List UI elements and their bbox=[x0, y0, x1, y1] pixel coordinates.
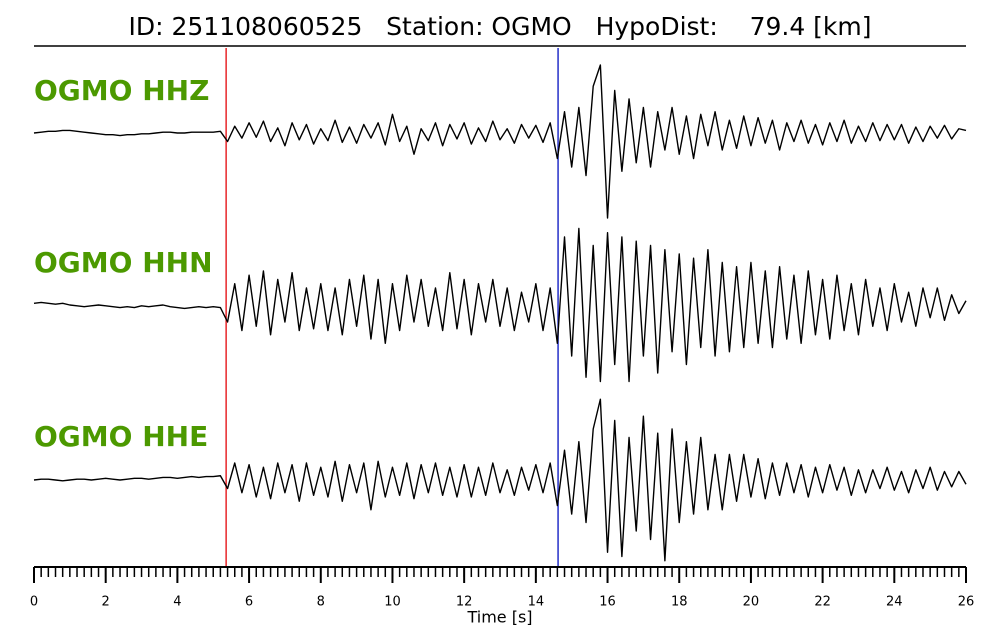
trace-label: OGMO HHZ bbox=[34, 74, 209, 107]
x-tick-label: 0 bbox=[30, 595, 38, 610]
x-tick-label: 18 bbox=[671, 595, 688, 610]
x-tick-label: 20 bbox=[743, 595, 760, 610]
x-tick-label: 12 bbox=[456, 595, 473, 610]
trace-label: OGMO HHN bbox=[34, 246, 213, 279]
x-tick-label: 4 bbox=[173, 595, 181, 610]
waveform bbox=[33, 398, 967, 562]
x-tick-label: 10 bbox=[384, 595, 401, 610]
x-tick-label: 16 bbox=[599, 595, 616, 610]
x-tick-label: 26 bbox=[958, 595, 975, 610]
x-tick-label: 22 bbox=[814, 595, 831, 610]
x-tick-label: 8 bbox=[317, 595, 325, 610]
x-tick-label: 14 bbox=[528, 595, 545, 610]
x-tick-label: 6 bbox=[245, 595, 253, 610]
waveform bbox=[33, 64, 967, 219]
x-axis-label: Time [s] bbox=[466, 608, 532, 627]
x-tick-label: 24 bbox=[886, 595, 903, 610]
chart-title: ID: 251108060525 Station: OGMO HypoDist:… bbox=[128, 12, 871, 41]
x-tick-label: 2 bbox=[102, 595, 110, 610]
waveform bbox=[33, 227, 967, 383]
trace-label: OGMO HHE bbox=[34, 420, 208, 453]
